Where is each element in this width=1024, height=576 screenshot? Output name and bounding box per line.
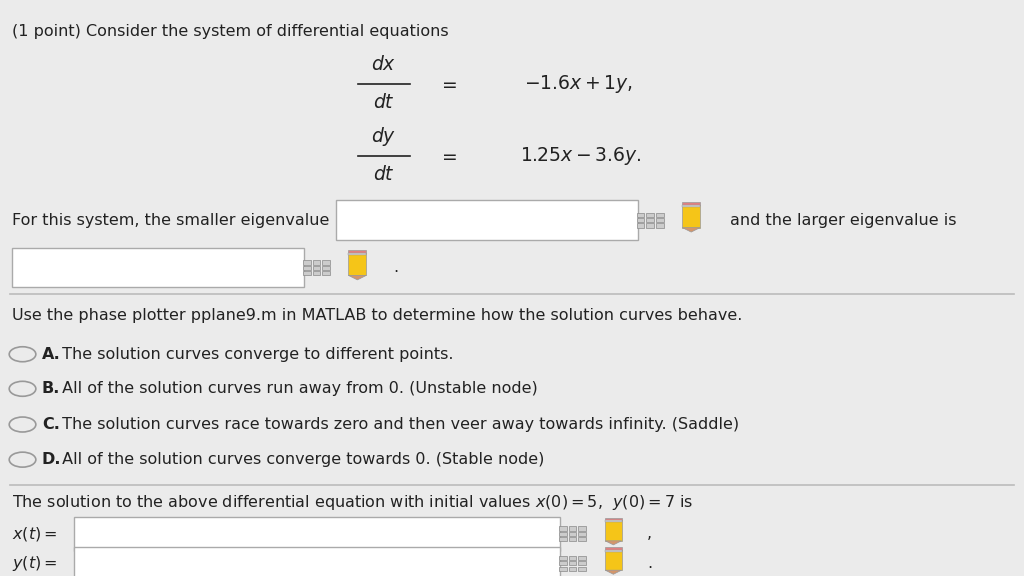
FancyBboxPatch shape [605, 550, 622, 552]
FancyBboxPatch shape [323, 266, 330, 270]
FancyBboxPatch shape [559, 556, 566, 560]
FancyBboxPatch shape [559, 526, 566, 530]
Polygon shape [605, 541, 622, 545]
FancyBboxPatch shape [646, 213, 654, 217]
FancyBboxPatch shape [559, 561, 566, 566]
Text: $dt$: $dt$ [373, 165, 395, 184]
Polygon shape [605, 570, 622, 574]
FancyBboxPatch shape [348, 250, 367, 253]
Text: $dt$: $dt$ [373, 93, 395, 112]
FancyBboxPatch shape [303, 260, 310, 264]
Text: .: . [393, 260, 398, 275]
Text: ,: , [647, 526, 652, 541]
FancyBboxPatch shape [579, 556, 586, 560]
FancyBboxPatch shape [303, 266, 310, 270]
FancyBboxPatch shape [579, 561, 586, 566]
FancyBboxPatch shape [579, 532, 586, 536]
Text: $dy$: $dy$ [372, 125, 396, 148]
FancyBboxPatch shape [568, 526, 577, 530]
FancyBboxPatch shape [74, 517, 560, 551]
Text: Use the phase plotter pplane9.m in MATLAB to determine how the solution curves b: Use the phase plotter pplane9.m in MATLA… [12, 308, 742, 323]
FancyBboxPatch shape [568, 556, 577, 560]
FancyBboxPatch shape [559, 537, 566, 541]
Text: (1 point) Consider the system of differential equations: (1 point) Consider the system of differe… [12, 24, 449, 39]
FancyBboxPatch shape [605, 547, 622, 550]
FancyBboxPatch shape [559, 532, 566, 536]
Text: $=$: $=$ [438, 74, 457, 93]
Polygon shape [682, 228, 700, 232]
FancyBboxPatch shape [348, 253, 367, 275]
FancyBboxPatch shape [559, 567, 566, 571]
Text: For this system, the smaller eigenvalue is: For this system, the smaller eigenvalue … [12, 213, 347, 228]
FancyBboxPatch shape [74, 547, 560, 576]
FancyBboxPatch shape [579, 567, 586, 571]
Text: B.: B. [42, 381, 60, 396]
FancyBboxPatch shape [336, 200, 638, 240]
FancyBboxPatch shape [605, 550, 622, 570]
FancyBboxPatch shape [323, 260, 330, 264]
FancyBboxPatch shape [637, 218, 644, 222]
Text: C.: C. [42, 417, 59, 432]
FancyBboxPatch shape [637, 223, 644, 228]
FancyBboxPatch shape [312, 260, 321, 264]
FancyBboxPatch shape [646, 218, 654, 222]
FancyBboxPatch shape [682, 205, 700, 228]
Text: $y(t) =$: $y(t) =$ [12, 554, 57, 573]
FancyBboxPatch shape [312, 266, 321, 270]
FancyBboxPatch shape [605, 520, 622, 541]
Text: The solution to the above differential equation with initial values $x(0) = 5$, : The solution to the above differential e… [12, 493, 693, 511]
Text: All of the solution curves run away from 0. (Unstable node): All of the solution curves run away from… [57, 381, 538, 396]
Text: $=$: $=$ [438, 146, 457, 165]
Text: The solution curves race towards zero and then veer away towards infinity. (Sadd: The solution curves race towards zero an… [57, 417, 739, 432]
FancyBboxPatch shape [682, 202, 700, 205]
Text: .: . [647, 556, 652, 571]
FancyBboxPatch shape [568, 567, 577, 571]
FancyBboxPatch shape [348, 253, 367, 255]
FancyBboxPatch shape [656, 218, 664, 222]
FancyBboxPatch shape [682, 205, 700, 207]
FancyBboxPatch shape [637, 213, 644, 217]
FancyBboxPatch shape [579, 537, 586, 541]
Text: and the larger eigenvalue is: and the larger eigenvalue is [730, 213, 956, 228]
Text: $1.25x - 3.6y.$: $1.25x - 3.6y.$ [520, 145, 641, 166]
Text: D.: D. [42, 452, 61, 467]
FancyBboxPatch shape [579, 526, 586, 530]
FancyBboxPatch shape [12, 248, 304, 287]
FancyBboxPatch shape [312, 271, 321, 275]
FancyBboxPatch shape [656, 213, 664, 217]
FancyBboxPatch shape [568, 537, 577, 541]
Text: $-1.6x + 1y,$: $-1.6x + 1y,$ [524, 73, 633, 94]
FancyBboxPatch shape [605, 520, 622, 522]
FancyBboxPatch shape [323, 271, 330, 275]
Text: $dx$: $dx$ [372, 55, 396, 74]
Text: $x(t) =$: $x(t) =$ [12, 525, 57, 543]
FancyBboxPatch shape [568, 532, 577, 536]
Text: All of the solution curves converge towards 0. (Stable node): All of the solution curves converge towa… [57, 452, 545, 467]
FancyBboxPatch shape [568, 561, 577, 566]
Text: The solution curves converge to different points.: The solution curves converge to differen… [57, 347, 454, 362]
FancyBboxPatch shape [605, 517, 622, 520]
FancyBboxPatch shape [656, 223, 664, 228]
Polygon shape [348, 275, 367, 280]
Text: A.: A. [42, 347, 60, 362]
FancyBboxPatch shape [303, 271, 310, 275]
FancyBboxPatch shape [646, 223, 654, 228]
